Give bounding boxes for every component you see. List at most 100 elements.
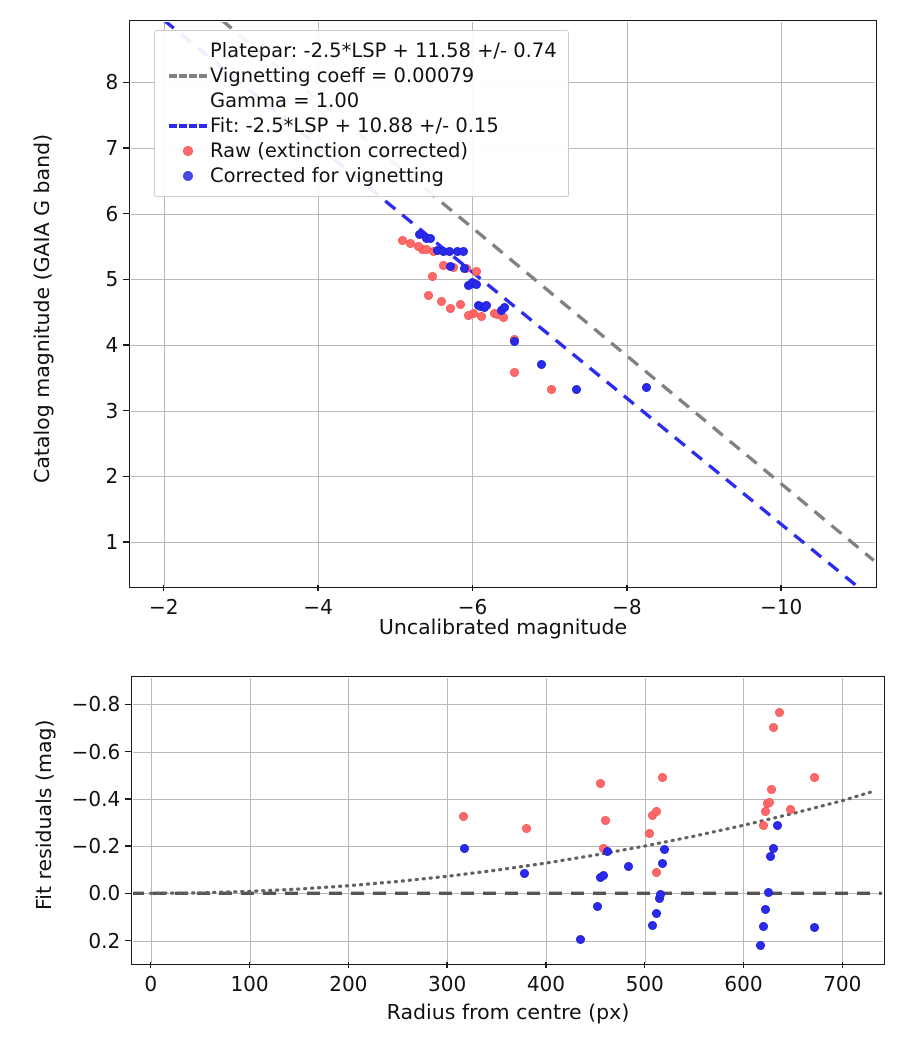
xtick	[317, 584, 319, 591]
ytick-label: −0.2	[71, 834, 121, 859]
corrected-data-point	[624, 861, 634, 871]
raw-data-point	[645, 828, 655, 838]
xtick	[347, 961, 350, 968]
gridline-vertical	[842, 677, 844, 964]
ytick-label: −0.6	[71, 739, 121, 764]
legend-label: Fit: -2.5*LSP + 10.88 +/- 0.15	[210, 114, 499, 137]
gridline-vertical	[447, 677, 449, 964]
ytick	[125, 798, 131, 800]
xtick	[780, 584, 782, 591]
gridline-vertical	[743, 677, 745, 964]
legend-label-group: Fit: -2.5*LSP + 10.88 +/- 0.15	[210, 113, 499, 138]
corrected-data-point	[768, 843, 778, 853]
top-xaxis-label: Uncalibrated magnitude	[378, 615, 628, 639]
gridline-vertical	[249, 677, 251, 964]
xtick	[644, 961, 646, 968]
corrected-data-point	[519, 868, 529, 878]
raw-data-point	[786, 804, 796, 814]
corrected-data-point	[537, 360, 547, 370]
legend-entry: Fit: -2.5*LSP + 10.88 +/- 0.15	[166, 113, 557, 138]
legend-label: Vignetting coeff = 0.00079	[210, 64, 475, 87]
dot-glyph	[183, 170, 193, 181]
ytick	[125, 750, 131, 753]
corrected-data-point	[471, 279, 481, 289]
gridline-vertical	[644, 677, 646, 964]
dot-glyph	[183, 145, 193, 156]
legend-label: Corrected for vignetting	[210, 164, 444, 187]
legend-entry: Corrected for vignetting	[166, 163, 557, 188]
raw-data-point	[764, 797, 774, 807]
raw-data-point	[413, 242, 423, 252]
ytick	[123, 278, 129, 281]
corrected-data-point	[652, 908, 662, 918]
corrected-data-point	[510, 337, 520, 347]
corrected-data-point	[460, 843, 470, 853]
gridline-vertical	[545, 677, 547, 964]
raw-data-point	[427, 271, 437, 281]
dashed-blue-line-icon	[166, 123, 210, 128]
gridline-horizontal	[132, 940, 884, 942]
legend-label-group: Raw (extinction corrected)	[210, 138, 468, 163]
corrected-data-point	[460, 264, 470, 274]
corrected-data-point	[657, 859, 667, 869]
legend-label: Gamma = 1.00	[210, 89, 360, 112]
legend-label-group: Corrected for vignetting	[210, 163, 444, 188]
top-scatter-points	[131, 22, 876, 587]
legend-label-group: Platepar: -2.5*LSP + 11.58 +/- 0.74 Vigne…	[210, 38, 557, 113]
ytick	[125, 845, 131, 847]
xtick-label: 200	[329, 971, 368, 996]
corrected-data-point	[765, 852, 775, 862]
gridline-horizontal	[130, 345, 876, 347]
corrected-data-point	[755, 940, 765, 950]
ytick	[125, 939, 131, 942]
raw-data-point	[510, 368, 520, 378]
xtick-label: 500	[625, 971, 664, 996]
photometric-calibration-plot: −2 −4 −6 −8 −10 1 2 3 4 5 6 7 8 Platepar: -2.5*LSP +…	[105, 20, 877, 619]
bottom-scatter-points	[133, 678, 884, 964]
gridline-horizontal	[130, 410, 876, 412]
ytick-label: 6	[105, 201, 119, 226]
corrected-data-point	[481, 301, 491, 311]
gridline-horizontal	[132, 798, 884, 800]
top-legend: Platepar: -2.5*LSP + 11.58 +/- 0.74 Vigne…	[154, 30, 569, 197]
raw-data-point	[766, 784, 776, 794]
blue-dot-icon	[166, 170, 210, 181]
xtick-label: 0	[144, 971, 158, 996]
gridline-horizontal	[130, 213, 876, 215]
red-dot-icon	[166, 145, 210, 156]
ytick-label: 7	[105, 136, 119, 161]
gridline-horizontal	[132, 846, 884, 848]
corrected-data-point	[763, 887, 773, 897]
ytick-label: 3	[105, 398, 119, 423]
corrected-data-point	[500, 303, 510, 313]
ytick-label: −0.4	[71, 786, 121, 811]
raw-data-point	[456, 299, 466, 309]
legend-label: Raw (extinction corrected)	[210, 139, 468, 162]
ytick	[123, 147, 129, 149]
corrected-data-point	[602, 847, 612, 857]
raw-data-point	[471, 267, 481, 277]
gridline-horizontal	[130, 542, 876, 544]
xtick	[841, 961, 843, 968]
xtick-label: 300	[428, 971, 467, 996]
raw-data-point	[437, 297, 447, 307]
xtick	[626, 584, 628, 591]
gridline-vertical	[163, 21, 165, 587]
ytick-label: 0.2	[88, 928, 121, 953]
corrected-data-point	[758, 921, 768, 931]
ytick	[123, 213, 129, 215]
xtick-label: −2	[148, 594, 179, 619]
ytick-label: 5	[105, 267, 119, 292]
corrected-data-point	[425, 234, 435, 244]
dashed-gray-line-icon	[166, 73, 210, 78]
corrected-data-point	[641, 383, 651, 393]
bottom-yaxis-label: Fit residuals (mag)	[32, 719, 56, 910]
xtick	[163, 584, 165, 591]
gridline-horizontal	[132, 751, 884, 753]
gridline-vertical	[626, 21, 628, 587]
xtick	[742, 961, 745, 968]
corrected-data-point	[575, 934, 585, 944]
fit-residuals-plot: 0 100 200 300 400 500 600 700 0.2 0.0 −0.2 −0.4 −0.6…	[72, 676, 885, 996]
ytick-label: 2	[105, 464, 119, 489]
